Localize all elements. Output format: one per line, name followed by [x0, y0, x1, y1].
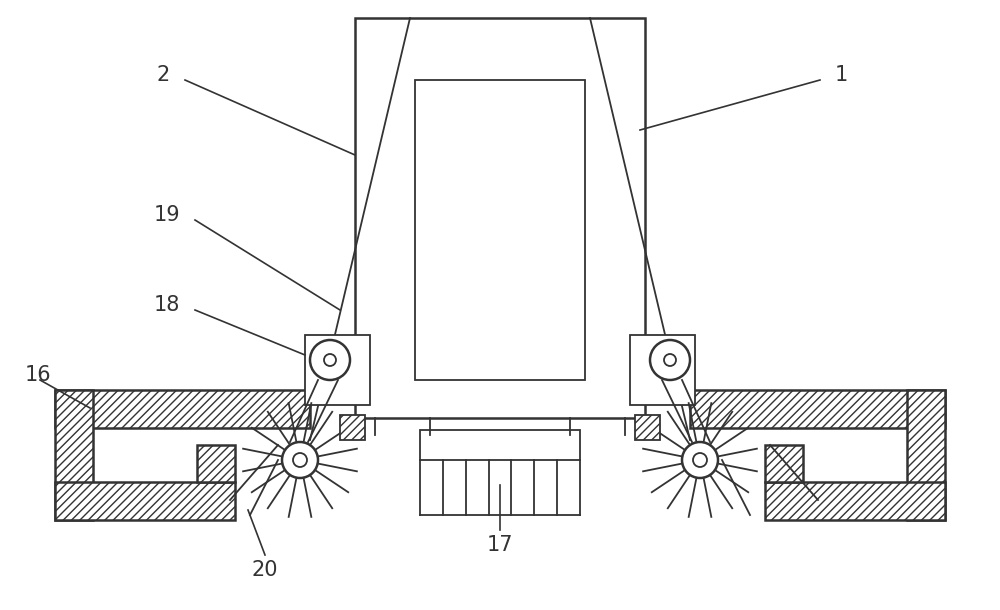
Text: 2: 2: [157, 65, 170, 85]
Bar: [690, 390, 945, 428]
Bar: [55, 390, 310, 428]
Text: 18: 18: [154, 295, 180, 315]
Text: 20: 20: [252, 560, 278, 580]
Circle shape: [324, 354, 336, 366]
Bar: [340, 415, 365, 440]
Bar: [630, 335, 695, 405]
Circle shape: [310, 340, 350, 380]
Circle shape: [650, 340, 690, 380]
Circle shape: [682, 442, 718, 478]
Circle shape: [282, 442, 318, 478]
Bar: [907, 390, 945, 520]
Bar: [55, 482, 235, 520]
Text: 19: 19: [153, 205, 180, 225]
Bar: [415, 80, 585, 380]
Text: 16: 16: [25, 365, 52, 385]
Bar: [197, 445, 235, 482]
Circle shape: [693, 453, 707, 467]
Bar: [355, 18, 645, 418]
Text: 1: 1: [835, 65, 848, 85]
Text: 17: 17: [487, 535, 513, 555]
Bar: [305, 335, 370, 405]
Bar: [765, 482, 945, 520]
Bar: [420, 430, 580, 460]
Circle shape: [664, 354, 676, 366]
Bar: [765, 445, 803, 482]
Bar: [635, 415, 660, 440]
Bar: [55, 390, 93, 520]
Circle shape: [293, 453, 307, 467]
